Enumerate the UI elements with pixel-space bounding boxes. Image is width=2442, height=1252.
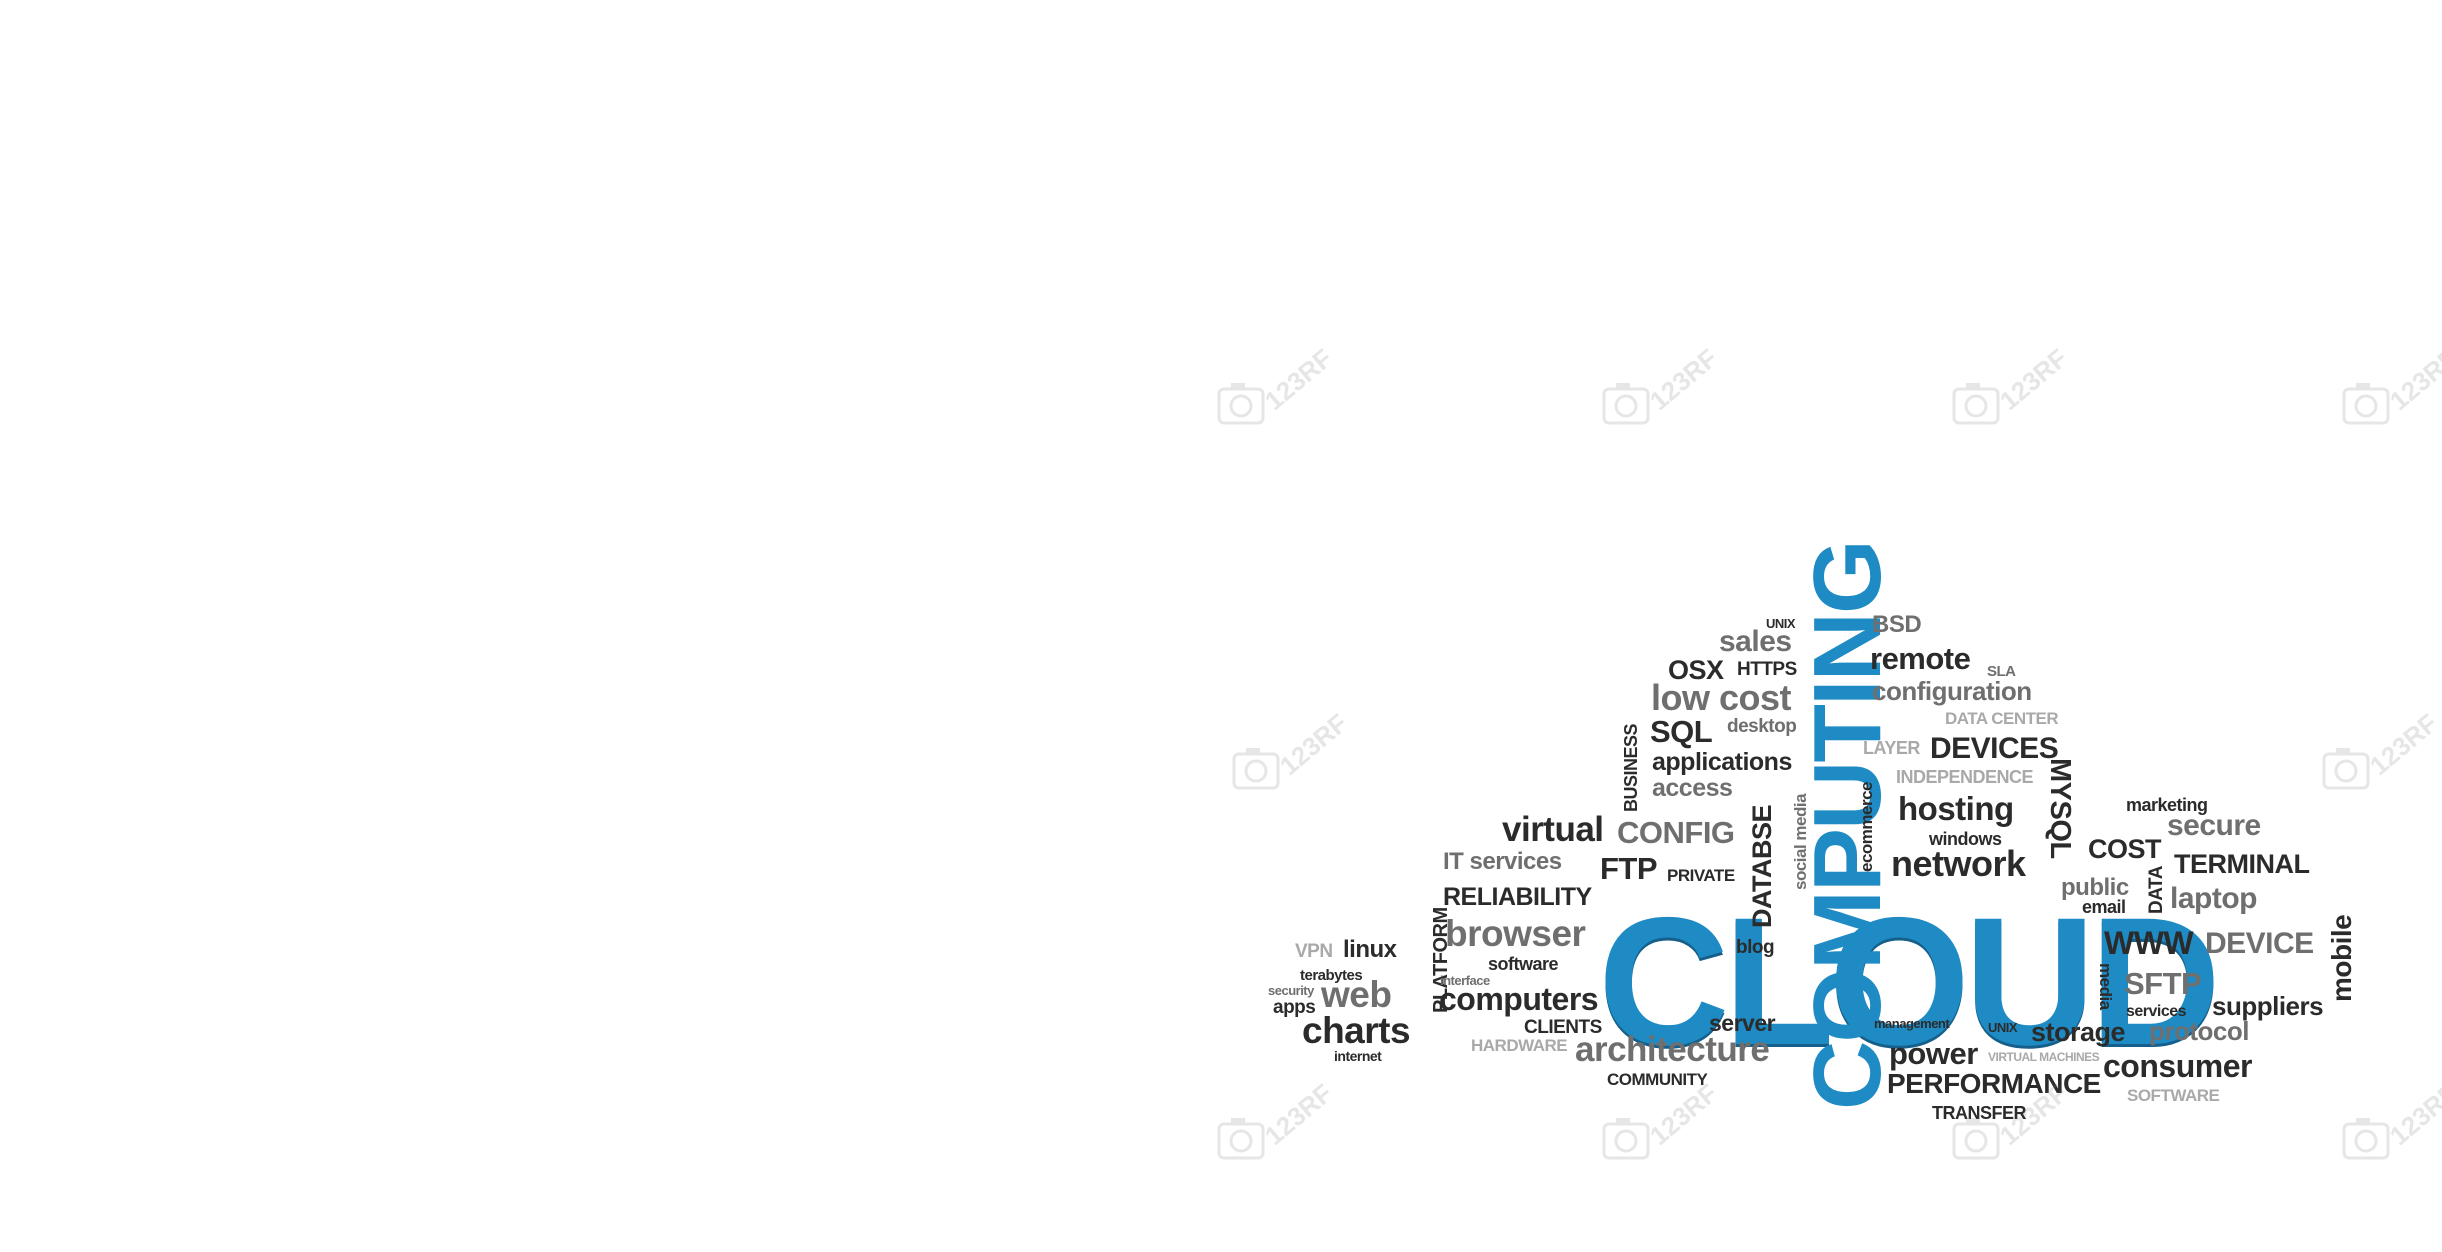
cloud-word: SFTP bbox=[2124, 966, 2202, 1001]
cloud-word: terabytes bbox=[1300, 967, 1363, 984]
cloud-title: CLOUD bbox=[1598, 879, 2221, 1083]
cloud-word: storage bbox=[2031, 1017, 2126, 1047]
cloud-word: CLIENTS bbox=[1524, 1017, 1602, 1038]
cloud-word: HARDWARE bbox=[1471, 1036, 1568, 1055]
cloud-word: linux bbox=[1343, 936, 1397, 963]
watermark: 123RF bbox=[2340, 343, 2442, 450]
watermark: 123RF bbox=[2340, 1078, 2442, 1185]
cloud-word: security bbox=[1268, 983, 1314, 998]
camera-icon bbox=[2322, 748, 2370, 790]
cloud-word: consumer bbox=[2103, 1048, 2252, 1084]
cloud-word: UNIX bbox=[1766, 616, 1796, 631]
cloud-word: IT services bbox=[1443, 848, 1562, 875]
cloud-word: LAYER bbox=[1863, 738, 1920, 758]
cloud-word: desktop bbox=[1727, 716, 1797, 737]
cloud-word: VIRTUAL MACHINES bbox=[1988, 1050, 2100, 1064]
cloud-word: FTP bbox=[1600, 851, 1658, 886]
cloud-word: RELIABILITY bbox=[1443, 883, 1592, 911]
cloud-word: remote bbox=[1870, 641, 1971, 676]
cloud-word: media bbox=[2096, 963, 2115, 1010]
cloud-word: INDEPENDENCE bbox=[1896, 767, 2034, 787]
cloud-word: BUSINESS bbox=[1621, 723, 1641, 812]
cloud-word: browser bbox=[1445, 913, 1586, 954]
cloud-word: ecommerce bbox=[1857, 781, 1876, 872]
watermark: 123RF bbox=[2320, 708, 2442, 815]
cloud-word: access bbox=[1652, 774, 1733, 802]
cloud-word: computers bbox=[1439, 981, 1599, 1017]
camera-icon bbox=[2342, 383, 2390, 425]
cloud-word: laptop bbox=[2170, 882, 2258, 915]
cloud-word: applications bbox=[1652, 748, 1792, 776]
cloud-word: COMMUNITY bbox=[1607, 1070, 1708, 1089]
cloud-word: DEVICE bbox=[2205, 927, 2314, 960]
camera-icon bbox=[1602, 383, 1650, 425]
cloud-word: power bbox=[1889, 1036, 1978, 1071]
cloud-word: MYSQL bbox=[2044, 758, 2076, 859]
cloud-word: DEVICES bbox=[1930, 732, 2059, 765]
cloud-word: blog bbox=[1736, 937, 1775, 958]
cloud-word: CONFIG bbox=[1617, 815, 1735, 850]
cloud-word: SLA bbox=[1987, 663, 2016, 680]
watermark: 123RF bbox=[1950, 1078, 2073, 1185]
watermark: 123RF bbox=[1600, 1078, 1723, 1185]
camera-icon bbox=[1952, 1118, 2000, 1160]
cloud-word: HTTPS bbox=[1737, 659, 1797, 680]
cloud-word: network bbox=[1891, 843, 2026, 884]
cloud-word: DATABSE bbox=[1747, 805, 1777, 928]
cloud-word: public bbox=[2061, 874, 2129, 901]
cloud-word: TRANSFER bbox=[1932, 1103, 2027, 1123]
watermark: 123RF bbox=[1600, 343, 1723, 450]
cloud-word: SQL bbox=[1650, 714, 1713, 749]
cloud-word: architecture bbox=[1575, 1030, 1770, 1069]
cloud-word: UNIX bbox=[1988, 1020, 2018, 1035]
cloud-word: DATA bbox=[2146, 866, 2167, 914]
cloud-word: marketing bbox=[2126, 795, 2208, 815]
cloud-word: apps bbox=[1273, 997, 1316, 1018]
cloud-word: interface bbox=[1440, 973, 1490, 988]
cloud-word: secure bbox=[2167, 809, 2261, 842]
cloud-word: management bbox=[1874, 1016, 1950, 1031]
camera-icon bbox=[2342, 1118, 2390, 1160]
cloud-word: internet bbox=[1334, 1048, 1382, 1064]
cloud-word: PRIVATE bbox=[1667, 866, 1735, 885]
cloud-word: VPN bbox=[1295, 941, 1333, 962]
cloud-word: COST bbox=[2088, 834, 2162, 864]
camera-icon bbox=[1952, 383, 2000, 425]
camera-icon bbox=[1232, 748, 1280, 790]
cloud-word: hosting bbox=[1898, 790, 2014, 827]
cloud-word: BSD bbox=[1872, 611, 1922, 638]
cloud-word: WWW bbox=[2104, 925, 2194, 961]
camera-icon bbox=[1602, 1118, 1650, 1160]
cloud-word: email bbox=[2082, 897, 2126, 917]
camera-icon bbox=[1217, 383, 1265, 425]
cloud-word: PERFORMANCE bbox=[1887, 1068, 2101, 1099]
cloud-word: OSX bbox=[1668, 655, 1724, 685]
cloud-word: mobile bbox=[2326, 914, 2357, 1002]
cloud-word: low cost bbox=[1651, 677, 1792, 718]
cloud-word: suppliers bbox=[2212, 991, 2324, 1021]
cloud-word: sales bbox=[1719, 625, 1792, 658]
watermark: 123RF bbox=[1230, 708, 1353, 815]
cloud-word: DATA CENTER bbox=[1945, 709, 2059, 728]
watermark: 123RF bbox=[1215, 343, 1338, 450]
cloud-word: software bbox=[1488, 954, 1559, 974]
cloud-word: virtual bbox=[1502, 810, 1604, 849]
cloud-word: windows bbox=[1929, 829, 2002, 849]
cloud-word: charts bbox=[1302, 1010, 1411, 1051]
cloud-word: services bbox=[2126, 1003, 2187, 1020]
camera-icon bbox=[1217, 1118, 1265, 1160]
cloud-word: protocol bbox=[2149, 1016, 2250, 1046]
watermark: 123RF bbox=[1950, 343, 2073, 450]
cloud-word: web bbox=[1321, 974, 1392, 1015]
watermark: 123RF bbox=[1215, 1078, 1338, 1185]
cloud-word: configuration bbox=[1872, 676, 2032, 706]
cloud-word: SOFTWARE bbox=[2127, 1086, 2220, 1105]
cloud-word: server bbox=[1709, 1010, 1776, 1036]
cloud-word: social media bbox=[1791, 793, 1810, 890]
cloud-word: TERMINAL bbox=[2174, 849, 2310, 879]
